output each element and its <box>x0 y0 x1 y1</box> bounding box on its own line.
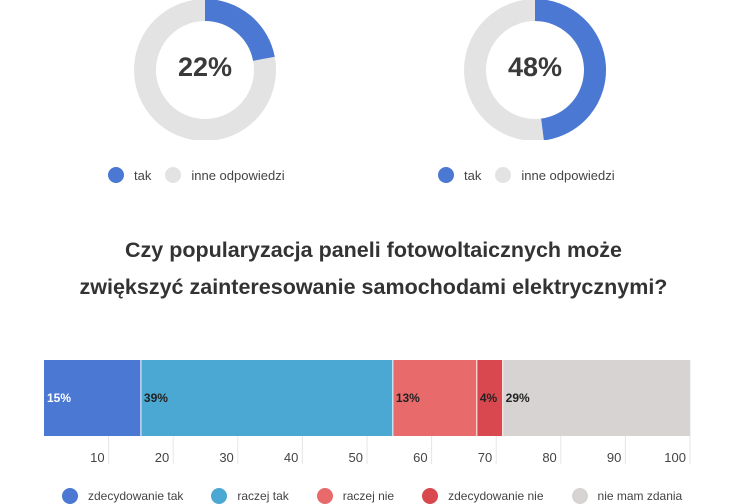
legend-item-nie-mam-zdania: nie mam zdania <box>571 488 683 504</box>
question-line-2: zwiększyć zainteresowanie samochodami el… <box>79 275 668 299</box>
legend-label: zdecydowanie nie <box>448 489 544 503</box>
legend-label-inne: inne odpowiedzi <box>521 167 615 183</box>
donut-chart-1: 22% <box>115 0 295 140</box>
bar-data-label: 4% <box>480 391 498 405</box>
donut-2-legend: tak inne odpowiedzi <box>438 167 629 183</box>
legend-item-zdecydowanie-nie: zdecydowanie nie <box>422 488 544 504</box>
legend-item-inne: inne odpowiedzi <box>495 167 615 183</box>
x-tick-label: 20 <box>155 450 169 465</box>
legend-item-tak: tak <box>108 167 151 183</box>
legend-label-inne: inne odpowiedzi <box>191 167 285 183</box>
legend-dot <box>62 488 78 504</box>
legend-dot-inne <box>165 167 182 183</box>
legend-label-tak: tak <box>464 167 482 183</box>
bar-data-label: 39% <box>144 391 168 405</box>
bar-segment-nie-mam-zdania <box>502 360 690 436</box>
legend-label: nie mam zdania <box>597 489 683 503</box>
x-tick-label: 80 <box>542 450 556 465</box>
question-line-1: Czy popularyzacja paneli fotowoltaicznyc… <box>125 238 622 262</box>
donut-2-value: 48% <box>507 52 563 82</box>
bar-legend: zdecydowanie tak raczej tak raczej nie z… <box>62 488 710 504</box>
chart-question: Czy popularyzacja paneli fotowoltaicznyc… <box>0 232 747 306</box>
donut-1-arc <box>204 0 275 62</box>
x-tick-label: 60 <box>413 450 427 465</box>
legend-label: raczej tak <box>237 489 289 503</box>
x-tick-label: 10 <box>90 450 104 465</box>
legend-item-raczej-tak: raczej tak <box>211 488 289 504</box>
legend-item-zdecydowanie-tak: zdecydowanie tak <box>62 488 183 504</box>
legend-label: raczej nie <box>342 489 395 503</box>
x-tick-label: 30 <box>219 450 233 465</box>
legend-dot <box>422 488 439 504</box>
bar-data-label: 13% <box>396 391 420 405</box>
bar-data-label: 29% <box>506 391 530 405</box>
legend-dot <box>316 488 333 504</box>
legend-item-raczej-nie: raczej nie <box>316 488 395 504</box>
legend-item-tak: tak <box>438 167 481 183</box>
legend-dot-tak <box>438 167 454 183</box>
donut-1-value: 22% <box>177 52 233 82</box>
legend-dot-tak <box>108 167 124 183</box>
donut-chart-2: 48% <box>445 0 625 140</box>
bar-segment-zdecydowanie-tak <box>44 360 141 436</box>
x-tick-label: 100 <box>664 450 686 465</box>
legend-label-tak: tak <box>134 167 152 183</box>
legend-dot-inne <box>495 167 512 183</box>
legend-dot <box>211 488 228 504</box>
donut-1-svg <box>134 0 276 140</box>
x-tick-label: 90 <box>607 450 621 465</box>
donut-1-legend: tak inne odpowiedzi <box>108 167 299 183</box>
bar-segment-zdecydowanie-nie <box>476 360 503 436</box>
bar-data-label: 15% <box>47 391 71 405</box>
donut-2-svg <box>464 0 606 140</box>
bar-segment-raczej-nie <box>392 360 477 436</box>
legend-item-inne: inne odpowiedzi <box>165 167 285 183</box>
bar-segment-raczej-tak <box>140 360 393 436</box>
x-tick-label: 50 <box>349 450 363 465</box>
stacked-bar-chart: 15% 39% 13% 4% 29% 10 20 30 40 50 60 70 80 90 100 <box>44 360 691 465</box>
legend-dot <box>571 488 588 504</box>
donut-2-arc <box>534 0 606 140</box>
x-tick-label: 40 <box>284 450 298 465</box>
x-tick-label: 70 <box>478 450 492 465</box>
legend-label: zdecydowanie tak <box>88 489 184 503</box>
